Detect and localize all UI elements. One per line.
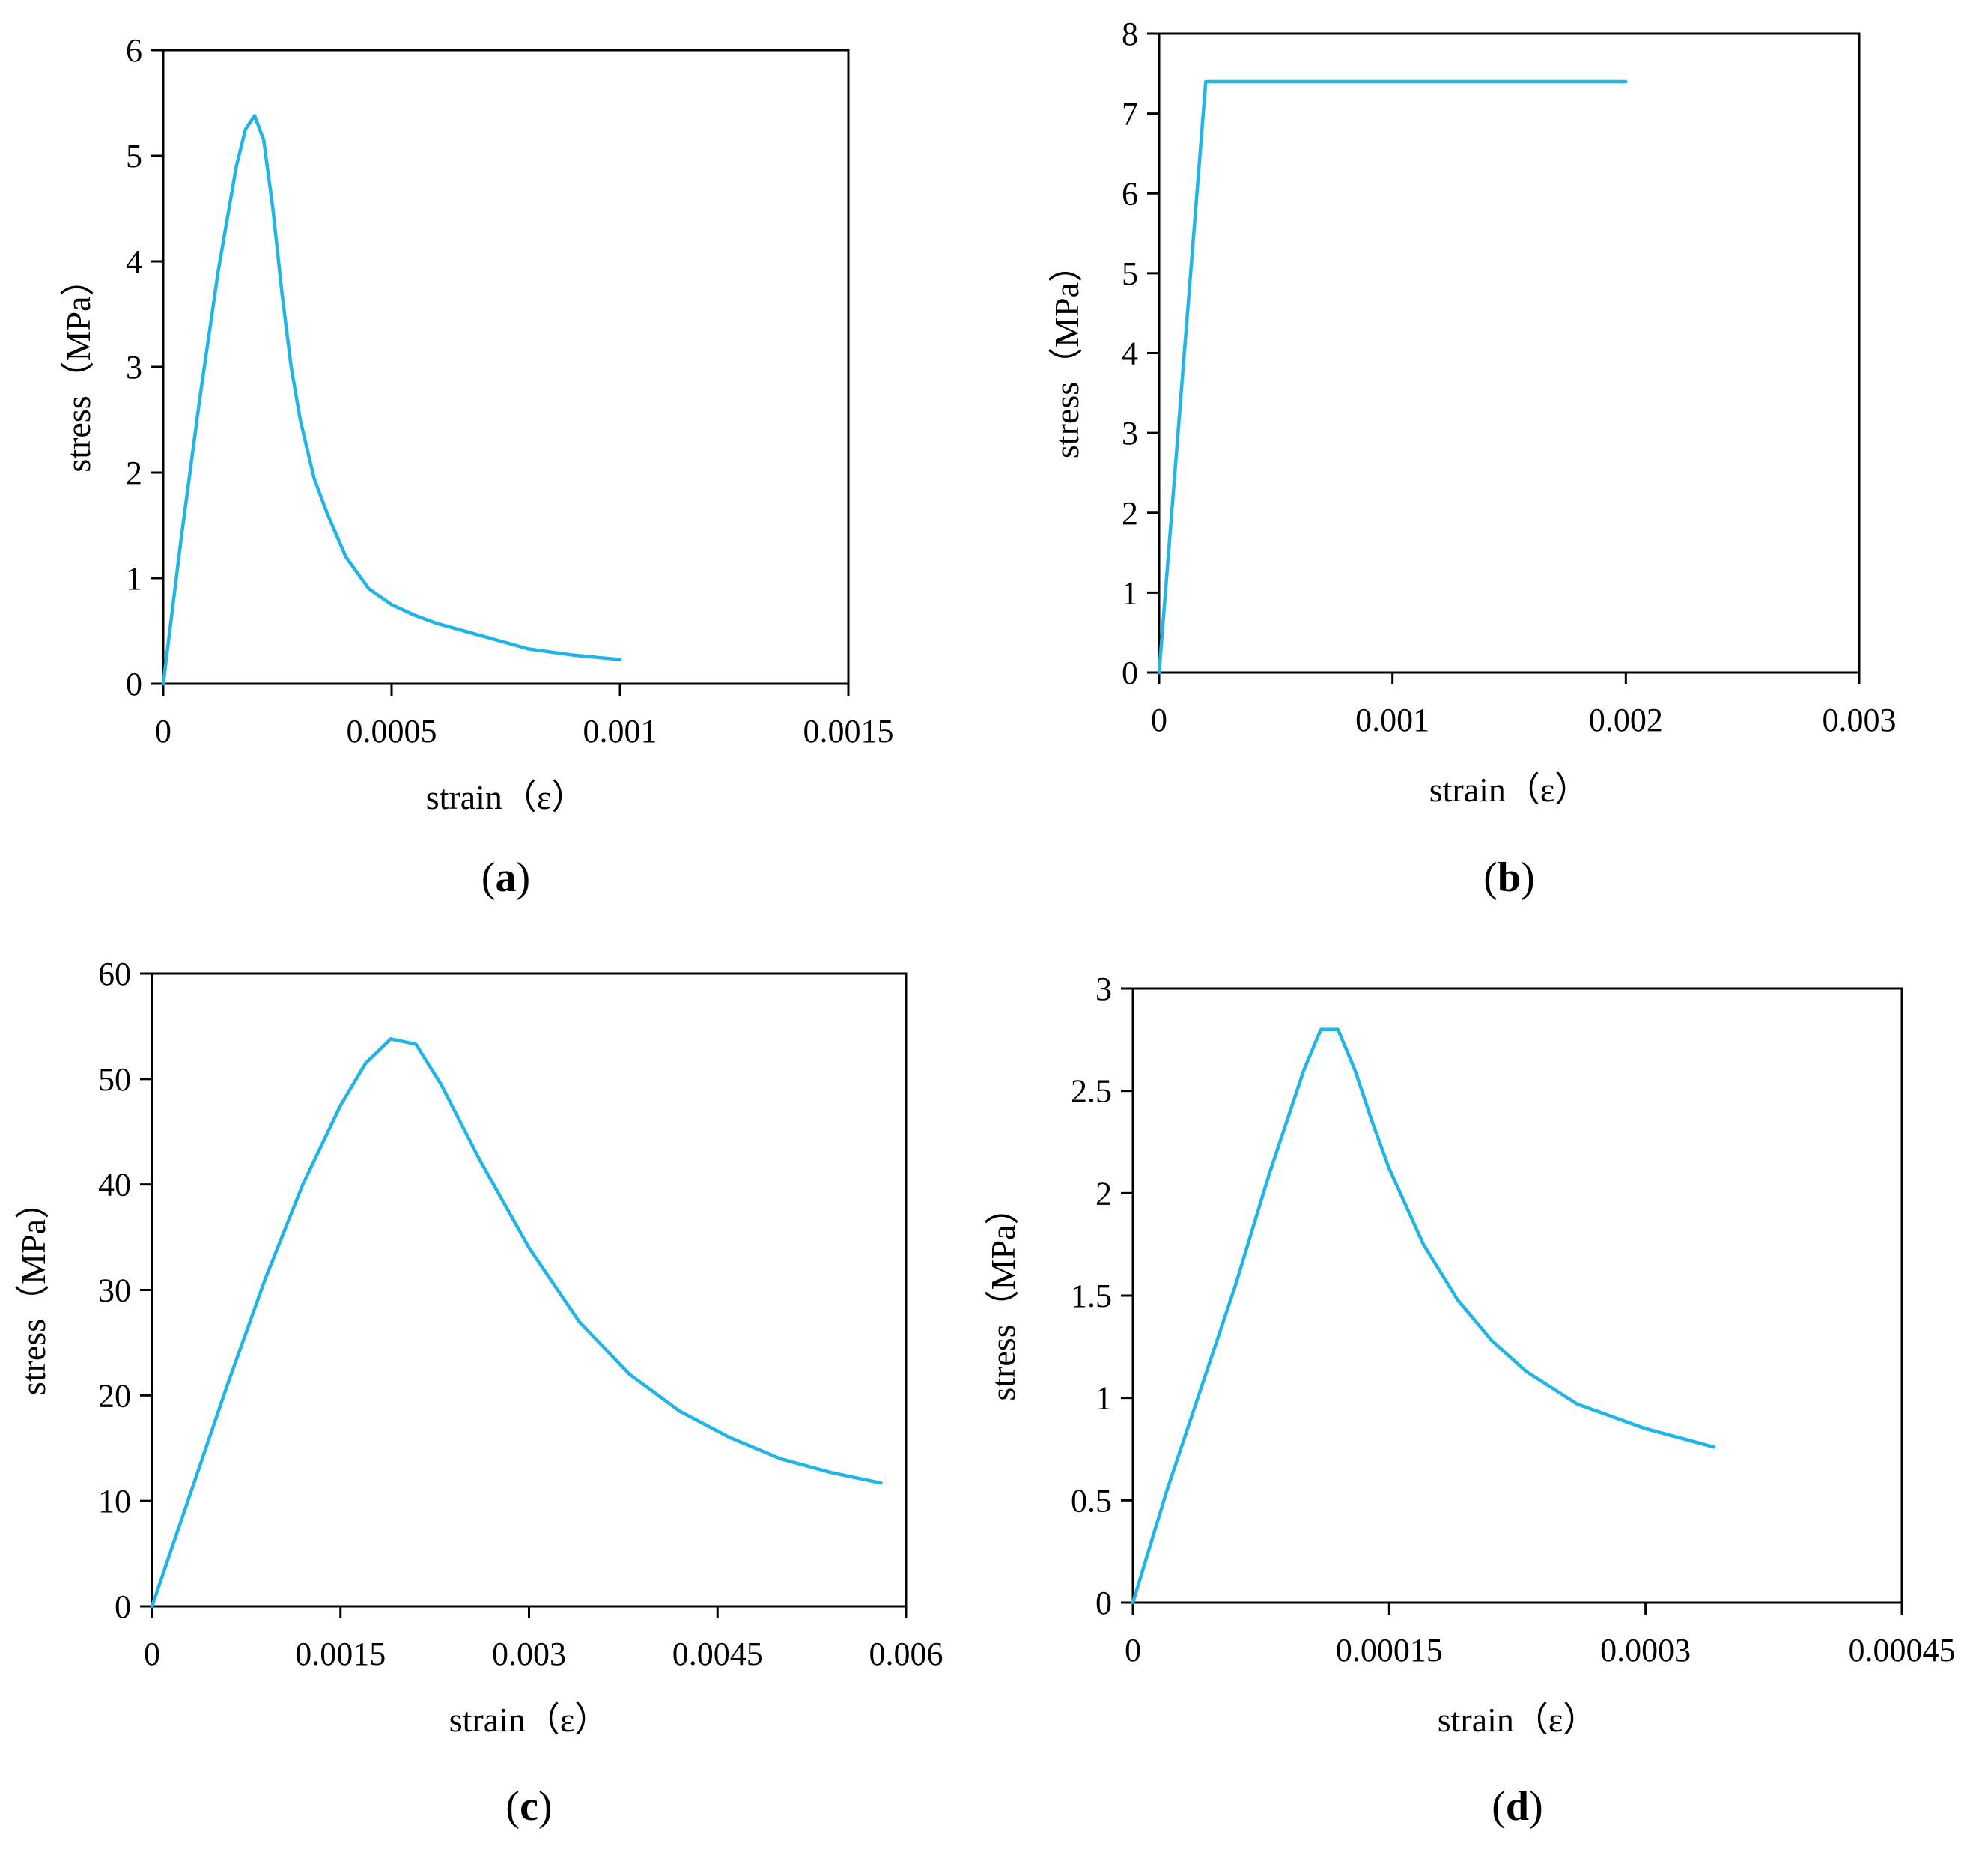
y-tick-label: 1: [126, 560, 142, 597]
y-tick-label: 20: [98, 1377, 131, 1414]
panel-label: (b): [1483, 854, 1534, 901]
x-tick-label: 0: [144, 1636, 160, 1672]
plot-frame: [1131, 987, 1903, 1604]
y-tick-label: 0: [1122, 655, 1138, 691]
plot-frame: [151, 972, 908, 1608]
y-tick-label: 3: [1122, 415, 1138, 452]
x-tick-label: 0.0015: [295, 1636, 386, 1672]
x-axis-label: strain（ε）: [1429, 771, 1590, 809]
x-tick-label: 0.001: [583, 713, 657, 750]
x-tick-label: 0.0005: [347, 713, 437, 750]
chart-panel-d: 0 0.00015 0.0003 0.00045 0 0.5 1 1.5 2 2.5 3 strain…: [984, 971, 1956, 1830]
y-axis-label: stress（MPa）: [1048, 248, 1086, 458]
plot-frame: [1158, 32, 1861, 674]
y-axis-label: stress（MPa）: [14, 1185, 52, 1395]
y-tick-label: 6: [126, 32, 142, 69]
y-tick-label: 5: [126, 138, 142, 174]
y-tick-label: 2: [126, 455, 142, 491]
y-axis-label: stress（MPa）: [984, 1190, 1022, 1400]
x-axis-label: strain（ε）: [1438, 1701, 1598, 1739]
y-tick-label: 5: [1122, 255, 1138, 292]
y-tick-label: 40: [98, 1167, 131, 1203]
x-axis-label: strain（ε）: [449, 1701, 610, 1739]
y-tick-label: 0: [115, 1588, 131, 1625]
y-tick-label: 7: [1122, 96, 1138, 133]
x-tick-label: 0.001: [1355, 702, 1429, 738]
stress-strain-curve: [1131, 1027, 1716, 1605]
x-tick-label: 0: [1125, 1632, 1141, 1669]
x-axis-label: strain（ε）: [426, 778, 586, 816]
x-tick-label: 0.003: [1823, 702, 1897, 738]
y-tick-label: 6: [1122, 175, 1138, 212]
x-tick-label: 0.00015: [1336, 1632, 1443, 1669]
x-tick-label: 0.0015: [803, 713, 894, 750]
y-tick-label: 50: [98, 1061, 131, 1098]
stress-strain-curve: [161, 114, 622, 686]
panel-label: (a): [481, 854, 530, 901]
y-tick-label: 4: [1122, 336, 1138, 372]
stress-strain-curve: [150, 1037, 883, 1609]
panel-label: (d): [1492, 1783, 1542, 1830]
y-tick-label: 3: [126, 349, 142, 386]
x-tick-label: 0: [1151, 702, 1167, 738]
stress-strain-curve: [1157, 79, 1628, 675]
panel-label: (c): [505, 1783, 552, 1830]
y-tick-label: 1: [1095, 1380, 1112, 1417]
y-tick-label: 4: [126, 243, 142, 280]
x-tick-label: 0.002: [1589, 702, 1663, 738]
x-tick-label: 0.0045: [672, 1636, 763, 1672]
y-tick-label: 1: [1122, 574, 1138, 611]
y-tick-label: 0: [126, 666, 142, 702]
y-tick-label: 1.5: [1071, 1278, 1112, 1314]
x-tick-label: 0.003: [492, 1636, 566, 1672]
y-tick-label: 2.5: [1071, 1073, 1112, 1110]
y-tick-label: 3: [1095, 971, 1112, 1007]
chart-panel-a: 0 0.0005 0.001 0.0015 0 1 2 3 4 5 6 strain（ε） stress…: [59, 32, 894, 901]
y-tick-label: 2: [1095, 1175, 1112, 1212]
y-tick-label: 0: [1095, 1585, 1112, 1621]
x-tick-label: 0.0003: [1600, 1632, 1691, 1669]
y-tick-label: 60: [98, 956, 131, 992]
y-tick-label: 8: [1122, 16, 1138, 52]
chart-panel-b: 0 0.001 0.002 0.003 0 1 2 3 4 5 6 7 8 strain（ε） stress…: [1048, 16, 1897, 901]
y-tick-label: 30: [98, 1272, 131, 1309]
y-axis-label: stress（MPa）: [59, 261, 97, 472]
x-tick-label: 0.00045: [1849, 1632, 1956, 1669]
x-tick-label: 0.006: [869, 1636, 943, 1672]
x-tick-label: 0: [155, 713, 171, 750]
y-tick-label: 10: [98, 1483, 131, 1520]
y-tick-label: 0.5: [1071, 1482, 1112, 1519]
chart-panel-c: 0 0.0015 0.003 0.0045 0.006 0 10 20 30 40 50 60 stra…: [14, 956, 943, 1830]
y-tick-label: 2: [1122, 495, 1138, 532]
